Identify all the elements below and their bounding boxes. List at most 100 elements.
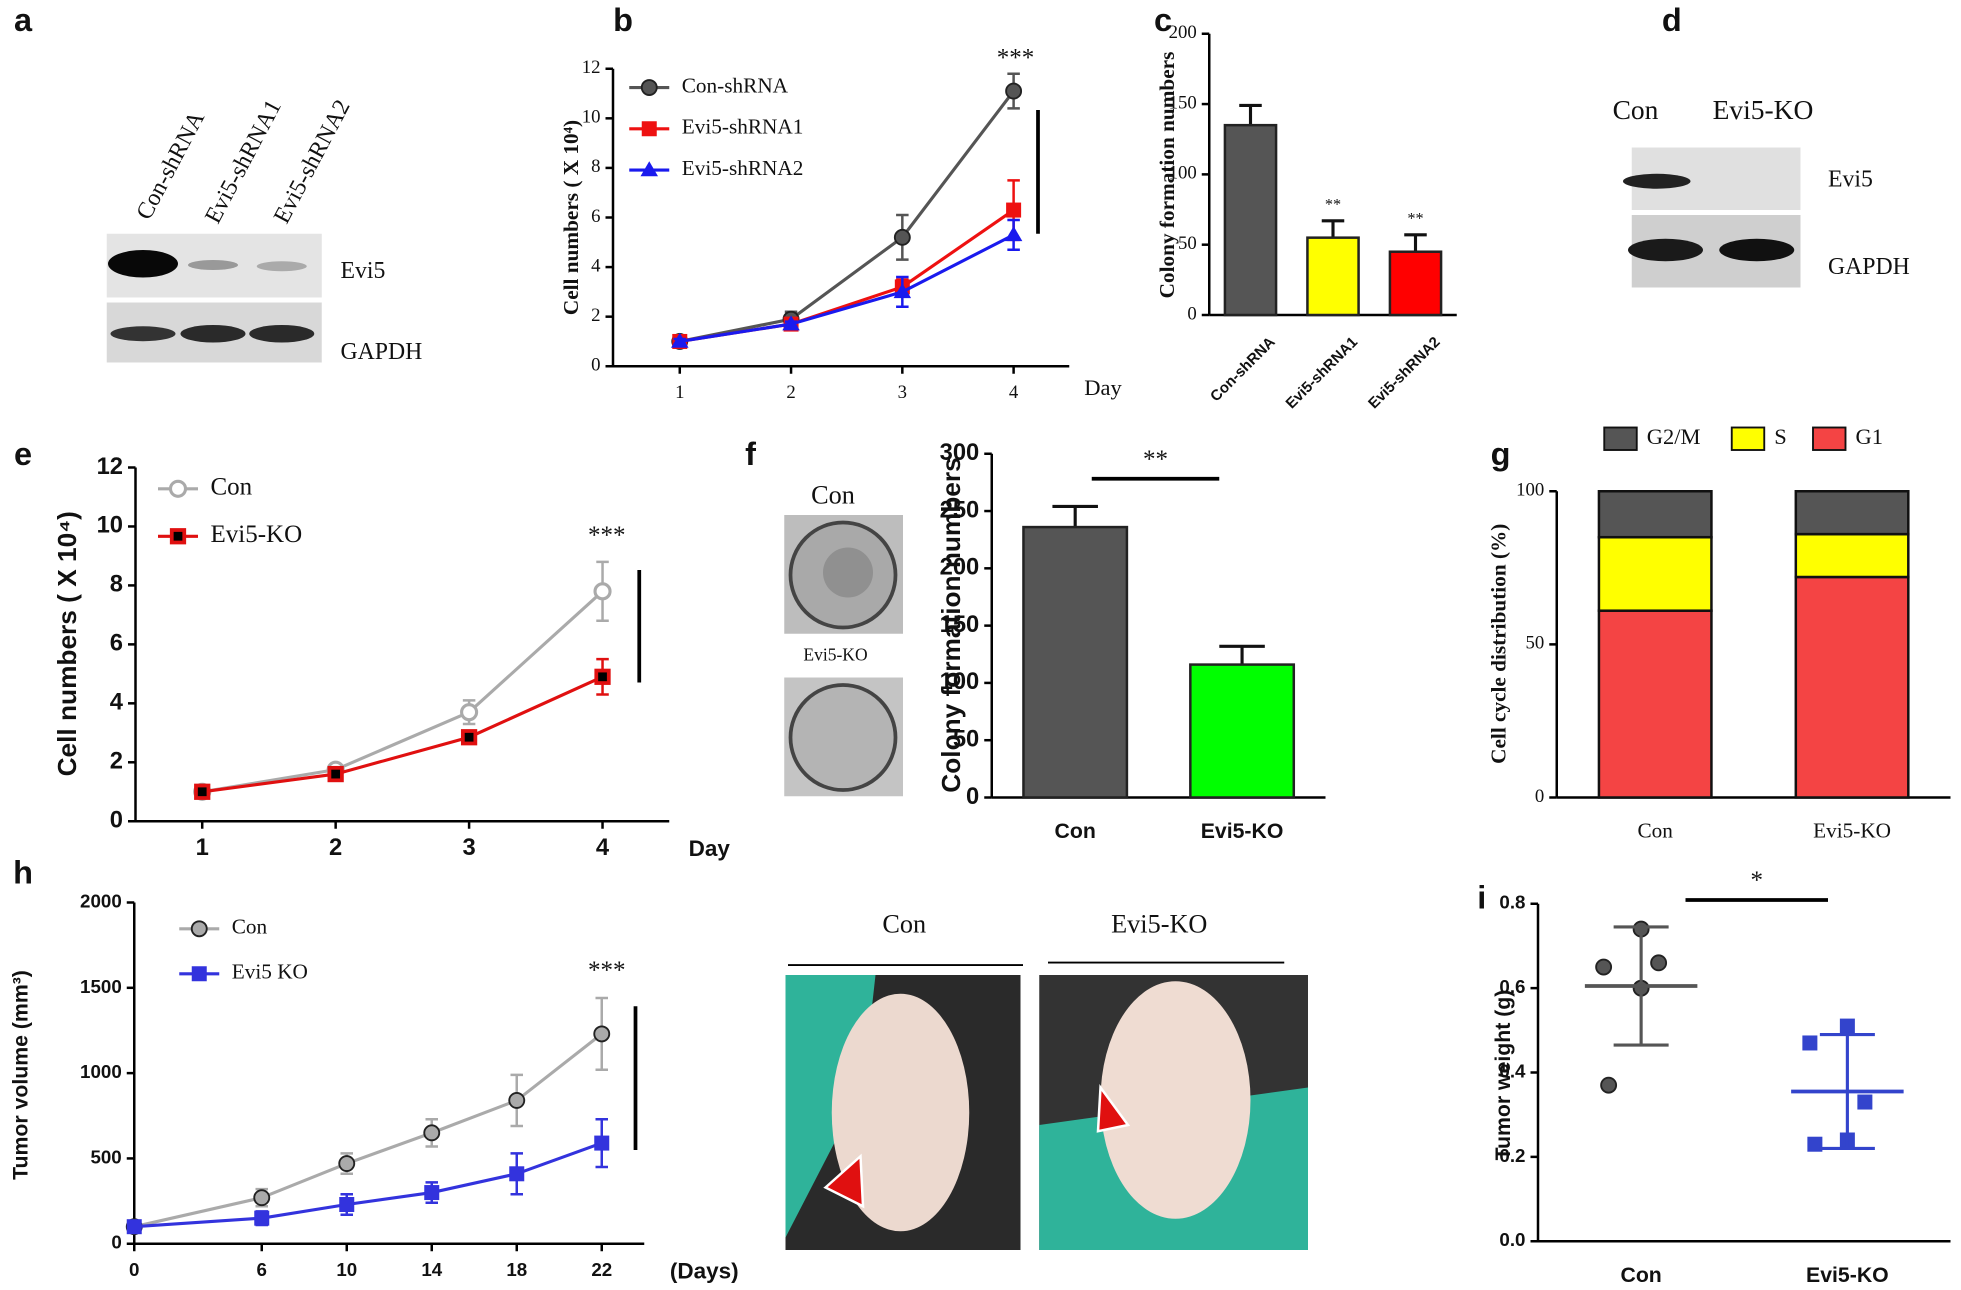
y-tick-label: 2000 (80, 890, 122, 911)
legend-label: Con (211, 473, 253, 500)
panel-letter: e (14, 436, 32, 472)
bar (1022, 525, 1129, 799)
y-tick-label: 12 (97, 453, 123, 480)
legend-label: Con-shRNA (682, 73, 789, 97)
x-tick-label: Evi5-shRNA2 (1365, 334, 1444, 413)
annotation: * (1751, 867, 1764, 894)
marker (338, 1155, 356, 1172)
mouse-photos (785, 961, 1308, 1250)
marker (1857, 1094, 1873, 1110)
band (1719, 238, 1795, 262)
band (108, 250, 178, 278)
y-tick-label: 0 (1187, 303, 1196, 324)
x-axis-label: Day (1084, 375, 1122, 400)
legend-marker (640, 79, 658, 96)
lane-label: Con (1613, 94, 1659, 125)
significance-label: ** (1325, 196, 1341, 214)
marker (424, 1185, 440, 1201)
x-tick-label: Evi5-shRNA1 (1283, 334, 1362, 413)
y-tick-label: 100 (940, 668, 980, 695)
y-axis-label: Tumor weight (g) (1491, 990, 1515, 1161)
panel-letter: h (13, 855, 33, 891)
band (256, 261, 307, 272)
bar-segment (1794, 532, 1910, 579)
y-axis-label: Cell numbers ( X 10⁴) (559, 120, 583, 315)
x-axis-label: Day (689, 836, 731, 861)
legend-label: S (1774, 424, 1787, 449)
marker (1839, 1018, 1855, 1034)
x-tick-label: Con (1637, 818, 1673, 842)
legend-label: Evi5-KO (211, 521, 303, 548)
lane-label: Con-shRNA (131, 107, 210, 224)
legend-label: Evi5-shRNA1 (682, 115, 804, 139)
series-line (679, 233, 1015, 344)
blot-a (106, 233, 322, 363)
y-tick-label: 2 (110, 748, 123, 775)
arrow (1096, 1083, 1131, 1133)
y-tick-label: 200 (940, 554, 980, 581)
series-line (679, 208, 1015, 344)
y-tick-label: 12 (582, 57, 601, 78)
marker (460, 703, 479, 722)
band (1628, 238, 1703, 262)
photo-label: Evi5-KO (1111, 909, 1207, 938)
y-tick-label: 2 (591, 305, 600, 326)
y-tick-label: 500 (90, 1146, 121, 1167)
panel-letter: a (14, 2, 33, 38)
y-tick-label: 8 (591, 156, 600, 177)
marker (253, 1189, 271, 1207)
marker (327, 765, 344, 783)
x-tick-label: Con-shRNA (1207, 333, 1279, 405)
bar (1306, 236, 1360, 317)
colonies (823, 547, 873, 598)
bar (1189, 663, 1296, 799)
y-tick-label: 0 (591, 355, 600, 376)
marker (1600, 1076, 1618, 1094)
x-tick-label: 1 (196, 834, 209, 861)
x-tick-label: Con (1055, 819, 1096, 843)
error-bar (1219, 644, 1265, 665)
y-tick-label: 1000 (80, 1061, 122, 1082)
y-tick-label: 50 (953, 725, 979, 752)
marker (1006, 202, 1022, 218)
x-tick-label: 3 (462, 834, 475, 861)
legend-marker (191, 966, 207, 982)
y-tick-label: 8 (110, 571, 123, 598)
y-tick-label: 150 (1169, 92, 1197, 113)
y-tick-label: 0 (1535, 786, 1544, 807)
y-tick-label: 50 (1178, 233, 1197, 254)
panel-letter: f (745, 436, 756, 472)
marker (893, 283, 912, 299)
panel-letter: d (1662, 2, 1682, 38)
legend-label: Evi5-shRNA2 (682, 156, 804, 180)
x-tick-label: 10 (336, 1259, 357, 1280)
band (249, 325, 315, 343)
bar-segment (1597, 535, 1713, 612)
y-tick-label: 0.6 (1499, 976, 1525, 997)
legend-swatch (1603, 426, 1638, 451)
series-line (679, 90, 1015, 343)
series-line (134, 1141, 603, 1229)
marker (508, 1091, 526, 1109)
annotation: *** (588, 522, 626, 549)
y-tick-label: 300 (940, 439, 980, 466)
x-tick-label: 1 (675, 382, 684, 403)
band-label: GAPDH (341, 339, 423, 365)
y-tick-label: 150 (940, 611, 980, 638)
x-tick-label: 22 (591, 1259, 612, 1280)
series-line (133, 1032, 603, 1229)
annotation: ** (1143, 446, 1168, 473)
bar-segment (1597, 609, 1713, 799)
mouse (1100, 981, 1251, 1219)
marker (594, 668, 611, 685)
legend-label: G2/M (1647, 424, 1701, 449)
legend-marker (190, 920, 208, 938)
legend-marker (641, 121, 657, 137)
x-tick-label: 2 (786, 382, 795, 403)
band-label: Evi5 (341, 258, 386, 284)
x-tick-label: Evi5-KO (1806, 1263, 1889, 1287)
legend-label: G1 (1856, 424, 1884, 449)
marker (671, 332, 689, 348)
marker (1650, 954, 1668, 972)
